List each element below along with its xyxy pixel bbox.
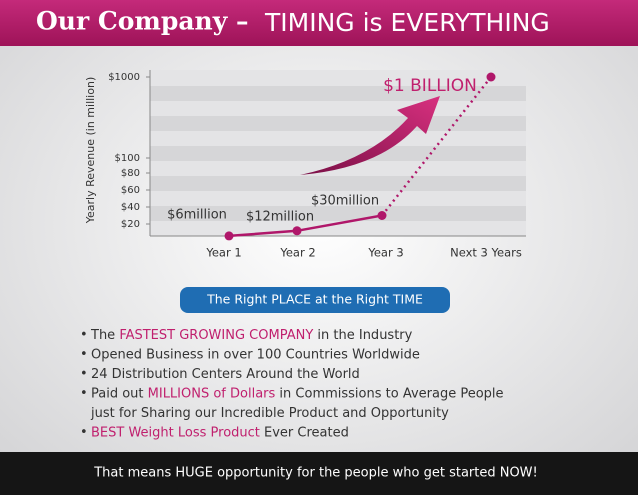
data-label: $12million bbox=[246, 210, 314, 225]
bullet-segment: FASTEST GROWING COMPANY bbox=[119, 328, 313, 343]
x-tick-label: Year 2 bbox=[279, 246, 315, 260]
bullet-segment: in the Industry bbox=[313, 328, 412, 343]
footer-bar bbox=[0, 452, 638, 495]
bullet-segment: Ever Created bbox=[260, 425, 349, 440]
band bbox=[150, 86, 526, 101]
bullet-dot: • bbox=[80, 328, 88, 343]
bullet-segment: The bbox=[90, 328, 119, 343]
point bbox=[377, 211, 387, 220]
bullet-segment: 24 Distribution Centers Around the World bbox=[91, 367, 360, 382]
title-lead: Our Company – bbox=[36, 7, 248, 36]
bullet-dot: • bbox=[80, 347, 88, 362]
y-axis-label: Yearly Revenue (in million) bbox=[84, 77, 97, 225]
x-tick-label: Year 3 bbox=[367, 246, 403, 260]
bullet-text: Opened Business in over 100 Countries Wo… bbox=[91, 347, 420, 362]
y-tick-label: $100 bbox=[115, 153, 140, 164]
data-label: $30million bbox=[311, 194, 379, 209]
bullet-text: 24 Distribution Centers Around the World bbox=[91, 367, 360, 382]
bullet-segment: just for Sharing our Incredible Product … bbox=[90, 406, 449, 421]
bullet-segment: in Commissions to Average People bbox=[275, 386, 503, 401]
banner-text: The Right PLACE at the Right TIME bbox=[206, 292, 423, 307]
plot-area bbox=[149, 70, 526, 237]
bullet-dot: • bbox=[80, 386, 88, 401]
header-bar bbox=[0, 0, 638, 46]
data-label: $1 BILLION bbox=[383, 76, 477, 96]
bullet-text: The FASTEST GROWING COMPANY in the Indus… bbox=[90, 328, 413, 343]
banner bbox=[180, 287, 450, 313]
bullet-dot: • bbox=[80, 367, 88, 382]
y-tick-label: $20 bbox=[121, 219, 140, 230]
x-tick-label: Year 1 bbox=[205, 246, 241, 260]
bullet-text: BEST Weight Loss Product Ever Created bbox=[91, 425, 349, 440]
band bbox=[150, 146, 526, 161]
point bbox=[486, 72, 496, 82]
band bbox=[150, 116, 526, 131]
band bbox=[150, 176, 526, 191]
band bbox=[150, 206, 526, 221]
bullet-segment: Opened Business in over 100 Countries Wo… bbox=[91, 347, 420, 362]
growth-arrow bbox=[300, 96, 440, 175]
y-tick-label: $60 bbox=[121, 185, 140, 196]
bullet-text: Paid out MILLIONS of Dollars in Commissi… bbox=[91, 386, 504, 401]
y-tick-label: $1000 bbox=[108, 72, 140, 83]
y-tick-label: $40 bbox=[121, 202, 140, 213]
data-label: $6million bbox=[167, 208, 227, 223]
bullet-text: just for Sharing our Incredible Product … bbox=[90, 406, 449, 421]
point bbox=[224, 231, 234, 241]
bullet-segment: MILLIONS of Dollars bbox=[148, 386, 276, 401]
point bbox=[292, 226, 302, 236]
x-tick-label: Next 3 Years bbox=[450, 246, 522, 260]
bullet-segment: Paid out bbox=[91, 386, 148, 401]
bullet-dot: • bbox=[80, 425, 88, 440]
title-main: TIMING is EVERYTHING bbox=[264, 8, 550, 37]
y-tick-label: $80 bbox=[121, 168, 140, 179]
bullet-segment: BEST Weight Loss Product bbox=[91, 425, 260, 440]
footer-text: That means HUGE opportunity for the peop… bbox=[93, 466, 538, 481]
